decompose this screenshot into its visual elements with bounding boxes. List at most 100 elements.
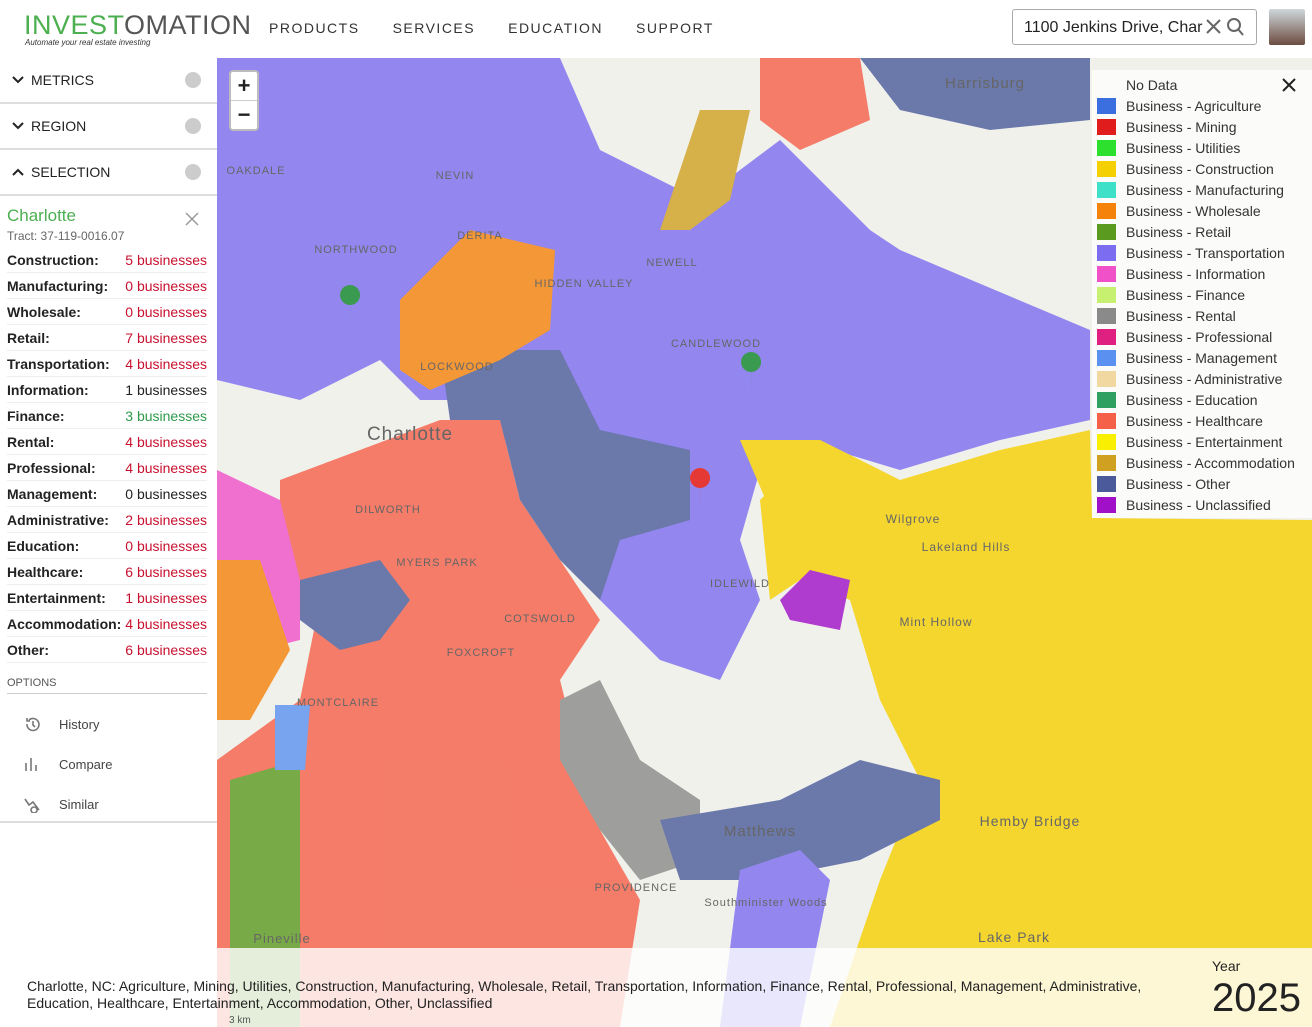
legend-label: Business - Transportation	[1126, 244, 1285, 261]
legend-item[interactable]: Business - Professional	[1092, 326, 1312, 347]
legend-label: Business - Rental	[1126, 307, 1236, 324]
legend-item[interactable]: Business - Management	[1092, 347, 1312, 368]
metric-row: Construction: 5 businesses	[7, 247, 207, 273]
legend-item[interactable]: Business - Accommodation	[1092, 452, 1312, 473]
map-label: DERITA	[457, 230, 503, 242]
legend-item[interactable]: Business - Rental	[1092, 305, 1312, 326]
option[interactable]: Similar	[0, 784, 217, 824]
year[interactable]: 2025	[1212, 976, 1301, 1020]
legend-item[interactable]: No Data	[1092, 74, 1312, 95]
legend-swatch	[1097, 475, 1116, 492]
chevron-path	[12, 168, 24, 176]
legend-item[interactable]: Business - Retail	[1092, 221, 1312, 242]
help-icon[interactable]	[185, 72, 201, 88]
logo-text: INVEST	[24, 10, 125, 40]
metric-row: Finance: 3 businesses	[7, 403, 207, 429]
selection-rows: Construction: 5 businesses Manufacturing: 0…	[0, 247, 217, 663]
legend-swatch	[1097, 244, 1116, 261]
legend-list: No Data Business - Agriculture Business - …	[1092, 70, 1312, 515]
legend-swatch	[1097, 391, 1116, 408]
nav-item[interactable]: PRODUCTS	[269, 20, 360, 36]
legend-item[interactable]: Business - Finance	[1092, 284, 1312, 305]
metric-label: Construction:	[7, 251, 99, 268]
legend-item[interactable]: Business - Healthcare	[1092, 410, 1312, 431]
help-icon[interactable]	[185, 164, 201, 180]
option[interactable]: History	[0, 704, 217, 744]
section-title: REGION	[31, 118, 87, 134]
map-canvas: Harrisburg Charlotte Matthews Hemby Bridge M…	[217, 58, 1312, 1027]
map-label: HIDDEN VALLEY	[535, 278, 634, 290]
legend-item[interactable]: Business - Entertainment	[1092, 431, 1312, 452]
section-header[interactable]: SELECTION	[0, 150, 217, 196]
help-icon[interactable]	[185, 118, 201, 134]
legend-label: Business - Information	[1126, 265, 1266, 282]
metric-label: Accommodation:	[7, 615, 122, 632]
metric-value: 0 businesses	[125, 303, 207, 320]
legend-item[interactable]: Business - Administrative	[1092, 368, 1312, 389]
tract: Tract: 37-119-0016.07	[7, 229, 125, 243]
map[interactable]: Harrisburg Charlotte Matthews Hemby Bridge M…	[217, 58, 1312, 1027]
legend-item[interactable]: Business - Manufacturing	[1092, 179, 1312, 200]
legend-item[interactable]: Business - Utilities	[1092, 137, 1312, 158]
section-header[interactable]: METRICS	[0, 58, 217, 104]
legend-item[interactable]: Business - Mining	[1092, 116, 1312, 137]
metric-value: 3 businesses	[125, 407, 207, 424]
map-label: Wilgrove	[886, 512, 941, 526]
legend-item[interactable]: Business - Education	[1092, 389, 1312, 410]
map-label: NEVIN	[436, 170, 475, 182]
logo[interactable]: INVESTOMATION	[24, 10, 252, 41]
legend-swatch	[1097, 349, 1116, 366]
legend-item[interactable]: Business - Other	[1092, 473, 1312, 494]
metric-value: 2 businesses	[125, 511, 207, 528]
map-label: DILWORTH	[355, 504, 421, 516]
map-label: Lakeland Hills	[922, 540, 1011, 554]
search-box[interactable]: 1100 Jenkins Drive, Char	[1012, 9, 1257, 45]
avatar[interactable]	[1269, 9, 1305, 45]
option[interactable]: Compare	[0, 744, 217, 784]
legend-swatch	[1097, 328, 1116, 345]
section-title: METRICS	[31, 72, 94, 88]
legend-swatch	[1097, 370, 1116, 387]
legend-label: Business - Management	[1126, 349, 1277, 366]
legend-swatch	[1097, 181, 1116, 198]
legend-label: Business - Accommodation	[1126, 454, 1295, 471]
legend-label: Business - Other	[1126, 475, 1231, 492]
legend-label: Business - Manufacturing	[1126, 181, 1284, 198]
option-label: Similar	[59, 796, 99, 812]
metric-value: 4 businesses	[125, 355, 207, 372]
metric-value: 0 businesses	[125, 537, 207, 554]
zoom-control: + −	[229, 70, 259, 131]
selection-close[interactable]	[185, 212, 199, 226]
nav: PRODUCTS SERVICES EDUCATION SUPPORT	[269, 20, 714, 36]
legend-item[interactable]: Business - Wholesale	[1092, 200, 1312, 221]
map-label: LOCKWOOD	[420, 361, 493, 373]
header: INVESTOMATION Automate your real estate …	[0, 0, 1312, 58]
metric-row: Retail: 7 businesses	[7, 325, 207, 351]
metric-row: Other: 6 businesses	[7, 637, 207, 663]
map-label: Lake Park	[978, 929, 1050, 945]
nav-item[interactable]: SERVICES	[392, 20, 476, 36]
zoom-out[interactable]: −	[237, 102, 251, 127]
legend-swatch	[1097, 496, 1116, 513]
metric-value: 6 businesses	[125, 563, 207, 580]
legend-item[interactable]: Business - Unclassified	[1092, 494, 1312, 515]
zoom-in[interactable]: +	[231, 72, 257, 101]
nav-item[interactable]: EDUCATION	[508, 20, 604, 36]
metric-label: Management:	[7, 485, 98, 502]
legend-swatch	[1097, 265, 1116, 282]
legend-swatch	[1097, 433, 1116, 450]
legend-item[interactable]: Business - Agriculture	[1092, 95, 1312, 116]
legend-swatch	[1097, 307, 1116, 324]
legend-label: No Data	[1126, 76, 1178, 93]
legend-item[interactable]: Business - Information	[1092, 263, 1312, 284]
metric-row: Accommodation: 4 businesses	[7, 611, 207, 637]
search-icons[interactable]	[1204, 17, 1244, 37]
legend-item[interactable]: Business - Construction	[1092, 158, 1312, 179]
section-header[interactable]: REGION	[0, 104, 217, 150]
legend-label: Business - Construction	[1126, 160, 1274, 177]
legend-swatch	[1097, 412, 1116, 429]
legend-close[interactable]	[1282, 78, 1296, 92]
legend-item[interactable]: Business - Transportation	[1092, 242, 1312, 263]
metric-row: Healthcare: 6 businesses	[7, 559, 207, 585]
nav-item[interactable]: SUPPORT	[636, 20, 714, 36]
